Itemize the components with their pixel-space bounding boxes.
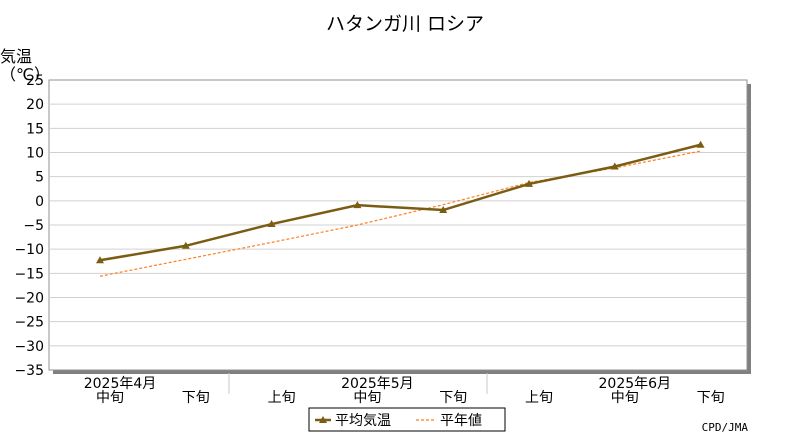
y-tick-label: 20: [26, 97, 44, 113]
x-tick-label: 中旬: [611, 390, 639, 406]
x-month-label: 2025年6月: [599, 376, 672, 392]
data-point: [267, 220, 276, 228]
gridlines: [49, 103, 747, 347]
y-axis-label: 気温: [0, 47, 32, 66]
y-tick-label: 10: [26, 146, 44, 162]
y-tick-label: −15: [14, 266, 44, 282]
x-tick-label: 上旬: [525, 390, 553, 406]
y-axis-unit: （℃）: [0, 65, 50, 84]
x-tick-label: 中旬: [353, 390, 381, 406]
y-tick-label: −25: [14, 315, 44, 331]
y-tick-label: 0: [35, 194, 44, 210]
data-point: [439, 206, 448, 214]
y-tick-label: −10: [14, 242, 44, 258]
x-tick-label: 下旬: [182, 390, 210, 406]
legend-box: [308, 407, 506, 432]
data-point: [696, 140, 705, 148]
x-tick-label: 下旬: [439, 390, 467, 406]
legend-marker-avg: [319, 416, 327, 423]
legend-label-avg: 平均気温: [335, 413, 391, 429]
y-tick-label: −5: [23, 218, 44, 234]
data-point: [353, 201, 362, 209]
y-tick-label: −20: [14, 291, 44, 307]
chart-title: ハタンガ川 ロシア: [326, 13, 484, 35]
x-month-label: 2025年4月: [84, 376, 157, 392]
x-tick-label: 下旬: [697, 390, 725, 406]
y-tick-label: −30: [14, 339, 44, 355]
data-point: [96, 256, 104, 264]
data-point: [525, 179, 533, 187]
y-tick-label: −35: [14, 363, 44, 379]
x-tick-label: 中旬: [96, 390, 124, 406]
legend-label-normal: 平年値: [440, 413, 482, 429]
y-tick-label: 25: [26, 73, 44, 89]
credit-text: CPD/JMA: [702, 421, 749, 434]
x-axis-labels: 中旬 下旬 上旬 中旬 下旬 上旬 中旬 下旬 2025年4月 2025年5月 2025年6月: [84, 373, 725, 406]
y-tick-label: 5: [35, 170, 44, 186]
data-point: [181, 241, 190, 249]
series-layer: [96, 140, 705, 277]
y-tick-labels: 25 20 15 10 5 0 −5 −10 −15 −20 −25 −30 −35: [14, 73, 44, 379]
x-tick-label: 上旬: [268, 390, 296, 406]
series-line-average: [99, 143, 701, 262]
x-month-label: 2025年5月: [341, 376, 414, 392]
y-tick-label: 15: [26, 121, 44, 137]
data-point: [610, 162, 619, 170]
legend: 平均気温 平年値: [308, 407, 506, 432]
